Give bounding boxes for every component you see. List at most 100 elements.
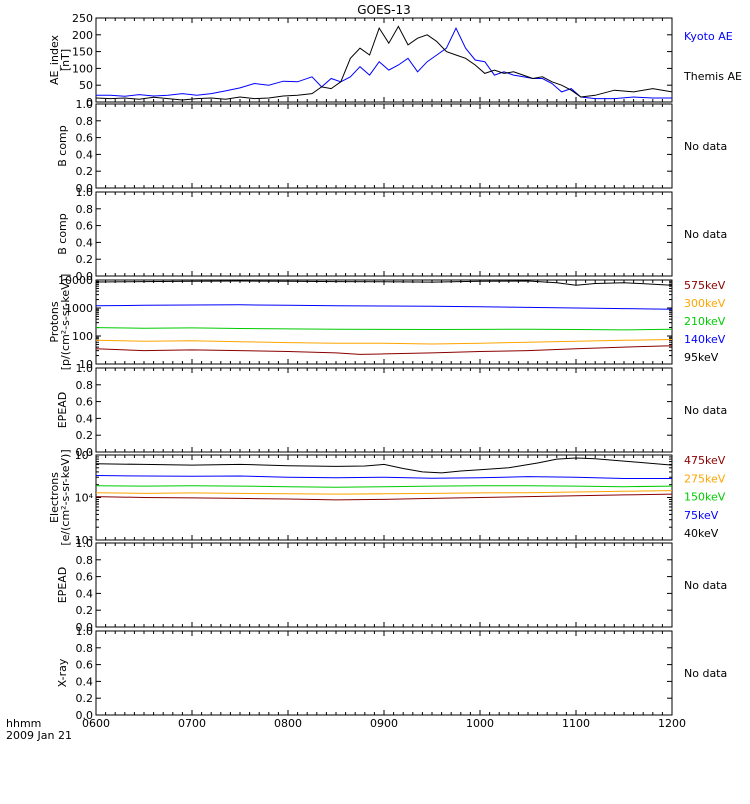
y-tick-label: 10⁴ <box>75 492 94 505</box>
y-tick-label: 0.0 <box>76 182 94 195</box>
y-tick-label: 100 <box>72 62 93 75</box>
series-line-75kev <box>95 475 672 479</box>
footer-hhmm: hhmm <box>6 717 41 730</box>
y-axis-label: Protons <box>48 301 61 342</box>
y-tick-label: 10 <box>79 358 93 371</box>
y-tick-label: 250 <box>72 12 93 25</box>
y-tick-label: 0.6 <box>76 396 94 409</box>
y-tick-label: 0.0 <box>76 270 94 283</box>
series-line-kyoto-ae <box>96 26 672 100</box>
panel-xray: 0.0 0.2 0.4 0.6 0.8 1.0 X-ray No data <box>56 625 727 722</box>
y-tick-label: 0.2 <box>76 604 94 617</box>
series-line-95kev <box>95 280 673 286</box>
panel-frame <box>95 103 673 189</box>
y-axis-label: [nT] <box>59 49 72 71</box>
y-tick-label: 50 <box>79 79 93 92</box>
y-tick-label: 1000 <box>65 302 93 315</box>
legend-entry: 95keV <box>684 351 719 364</box>
series-line-300kev <box>95 339 673 345</box>
y-axis-label: X-ray <box>56 658 69 687</box>
y-axis-label: EPEAD <box>56 392 69 429</box>
y-tick-label: 0.2 <box>76 253 94 266</box>
panel-electrons: 10³ 10⁴ 10⁵ Electrons[e/(cm²-s-sr-keV)] 475k… <box>48 449 726 547</box>
legend-entry: 575keV <box>684 279 726 292</box>
y-tick-label: 0.6 <box>76 220 94 233</box>
panel-bcomp1: 0.0 0.2 0.4 0.6 0.8 1.0 B comp No data <box>56 98 727 195</box>
x-tick-label: 1100 <box>562 717 590 730</box>
panel-frame <box>95 191 673 277</box>
y-tick-label: 0.0 <box>76 446 94 459</box>
y-tick-label: 0.4 <box>76 148 94 161</box>
y-tick-label: 0.4 <box>76 236 94 249</box>
legend-entry: 140keV <box>684 333 726 346</box>
y-tick-label: 0.6 <box>76 659 94 672</box>
figure-title: GOES-13 <box>357 3 411 17</box>
y-axis-label: [e/(cm²-s-sr-keV)] <box>59 449 72 545</box>
legend-entry: 75keV <box>684 509 719 522</box>
y-tick-label: 0.0 <box>76 621 94 634</box>
x-tick-label: 0700 <box>178 717 206 730</box>
y-tick-label: 1.0 <box>76 98 94 111</box>
legend-entry: 210keV <box>684 315 726 328</box>
y-tick-label: 0.2 <box>76 692 94 705</box>
y-tick-label: 0.6 <box>76 571 94 584</box>
y-tick-label: 0.8 <box>76 379 94 392</box>
y-tick-label: 0.8 <box>76 115 94 128</box>
x-tick-label: 1000 <box>466 717 494 730</box>
y-tick-label: 100 <box>72 330 93 343</box>
panel-ae: 0 50 100 150 200 250 AE_index[nT] Kyoto AE Themi… <box>48 12 742 109</box>
panel-bcomp2: 0.0 0.2 0.4 0.6 0.8 1.0 B comp No data <box>56 186 727 283</box>
x-tick-label: 1200 <box>658 717 686 730</box>
y-tick-label: 0.6 <box>76 132 94 145</box>
series-line-210kev <box>95 327 673 331</box>
legend-entry: Kyoto AE <box>684 30 733 43</box>
y-tick-label: 0.4 <box>76 675 94 688</box>
series-line-575kev <box>95 345 673 355</box>
y-tick-label: 10³ <box>75 534 93 547</box>
no-data-label: No data <box>684 667 727 680</box>
panel-epead1: 0.0 0.2 0.4 0.6 0.8 1.0 EPEAD No data <box>56 362 727 459</box>
series-line-275kev <box>95 490 673 495</box>
y-tick-label: 0.4 <box>76 587 94 600</box>
panel-protons: 10 100 1000 10000 Protons[p/(cm²-s-sr-keV)] 5… <box>48 274 726 371</box>
y-axis-label: Electrons <box>48 472 61 523</box>
y-axis-label: AE_index <box>48 34 61 85</box>
series-line-themis-ae <box>95 25 673 101</box>
series-line-150kev <box>95 485 673 488</box>
series-line-40kev <box>95 457 673 474</box>
no-data-label: No data <box>684 228 727 241</box>
y-axis-label: B comp <box>56 125 69 167</box>
panel-epead2: 0.0 0.2 0.4 0.6 0.8 1.0 EPEAD No data <box>56 537 727 634</box>
y-tick-label: 0.8 <box>76 642 94 655</box>
panel-frame <box>95 279 673 365</box>
y-tick-label: 10⁵ <box>75 449 93 462</box>
legend-entry: Themis AE <box>683 70 742 83</box>
y-axis-label: B comp <box>56 213 69 255</box>
panel-frame <box>95 542 673 628</box>
series-line-475kev <box>95 493 673 501</box>
y-tick-label: 1.0 <box>76 537 94 550</box>
legend-entry: 150keV <box>684 491 726 504</box>
series-line-140kev <box>95 304 673 310</box>
y-tick-label: 10000 <box>58 274 93 287</box>
no-data-label: No data <box>684 579 727 592</box>
y-tick-label: 0.2 <box>76 429 94 442</box>
y-tick-label: 150 <box>72 46 93 59</box>
y-tick-label: 1.0 <box>76 362 94 375</box>
y-tick-label: 1.0 <box>76 186 94 199</box>
panel-frame <box>95 367 673 453</box>
y-tick-label: 0 <box>86 96 93 109</box>
legend-entry: 275keV <box>684 472 726 485</box>
y-axis-label: [p/(cm²-s-sr-keV)] <box>59 274 72 371</box>
y-tick-label: 0.2 <box>76 165 94 178</box>
no-data-label: No data <box>684 404 727 417</box>
panel-frame <box>95 17 673 103</box>
y-tick-label: 0.8 <box>76 554 94 567</box>
legend-entry: 40keV <box>684 527 719 540</box>
y-tick-label: 0.4 <box>76 412 94 425</box>
x-tick-label: 0800 <box>274 717 302 730</box>
no-data-label: No data <box>684 140 727 153</box>
legend-entry: 475keV <box>684 454 726 467</box>
